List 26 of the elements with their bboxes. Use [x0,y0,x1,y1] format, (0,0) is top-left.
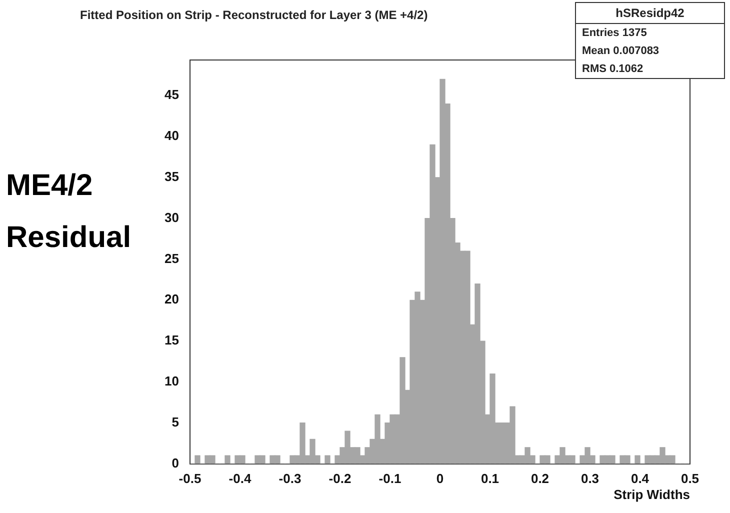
stats-box: hSResidp42 Entries 1375 Mean 0.007083 RMS 0.1062 [575,2,725,79]
y-tick-label: 5 [172,414,179,430]
x-tick-label: -0.3 [278,471,302,486]
y-tick-label: 45 [164,87,179,102]
text: ME4/2 Residual [6,168,132,256]
x-tick-label: 0 [436,471,444,486]
y-tick-label: 15 [164,332,179,348]
annotation: RMS 0.1062 [581,62,644,77]
y-tick-label: 35 [164,168,179,184]
x-tick-label: 0.1 [480,471,500,486]
y-tick-label: 30 [164,210,179,225]
y-tick-label: 0 [172,455,179,470]
x-tick-label: -0.4 [228,471,252,486]
x-tick-label: -0.1 [378,471,402,486]
y-tick-label: 10 [164,374,179,389]
y-tick-label: 40 [164,128,179,144]
y-tick-label: 20 [164,292,179,307]
x-tick-label: -0.5 [178,471,202,486]
x-tick-label: -0.2 [328,471,352,486]
x-tick-label: 0.4 [630,471,650,486]
x-tick-label: 0.5 [680,471,700,486]
x-tick-label: 0.2 [530,471,550,486]
y-tick-label: 25 [164,250,179,266]
chart-title: Fitted Position on Strip - Reconstructed for Layer 3 (ME +4/2) [80,8,428,22]
x-axis-title: Strip Widths [614,486,690,502]
x-tick-label: 0.3 [580,471,600,486]
